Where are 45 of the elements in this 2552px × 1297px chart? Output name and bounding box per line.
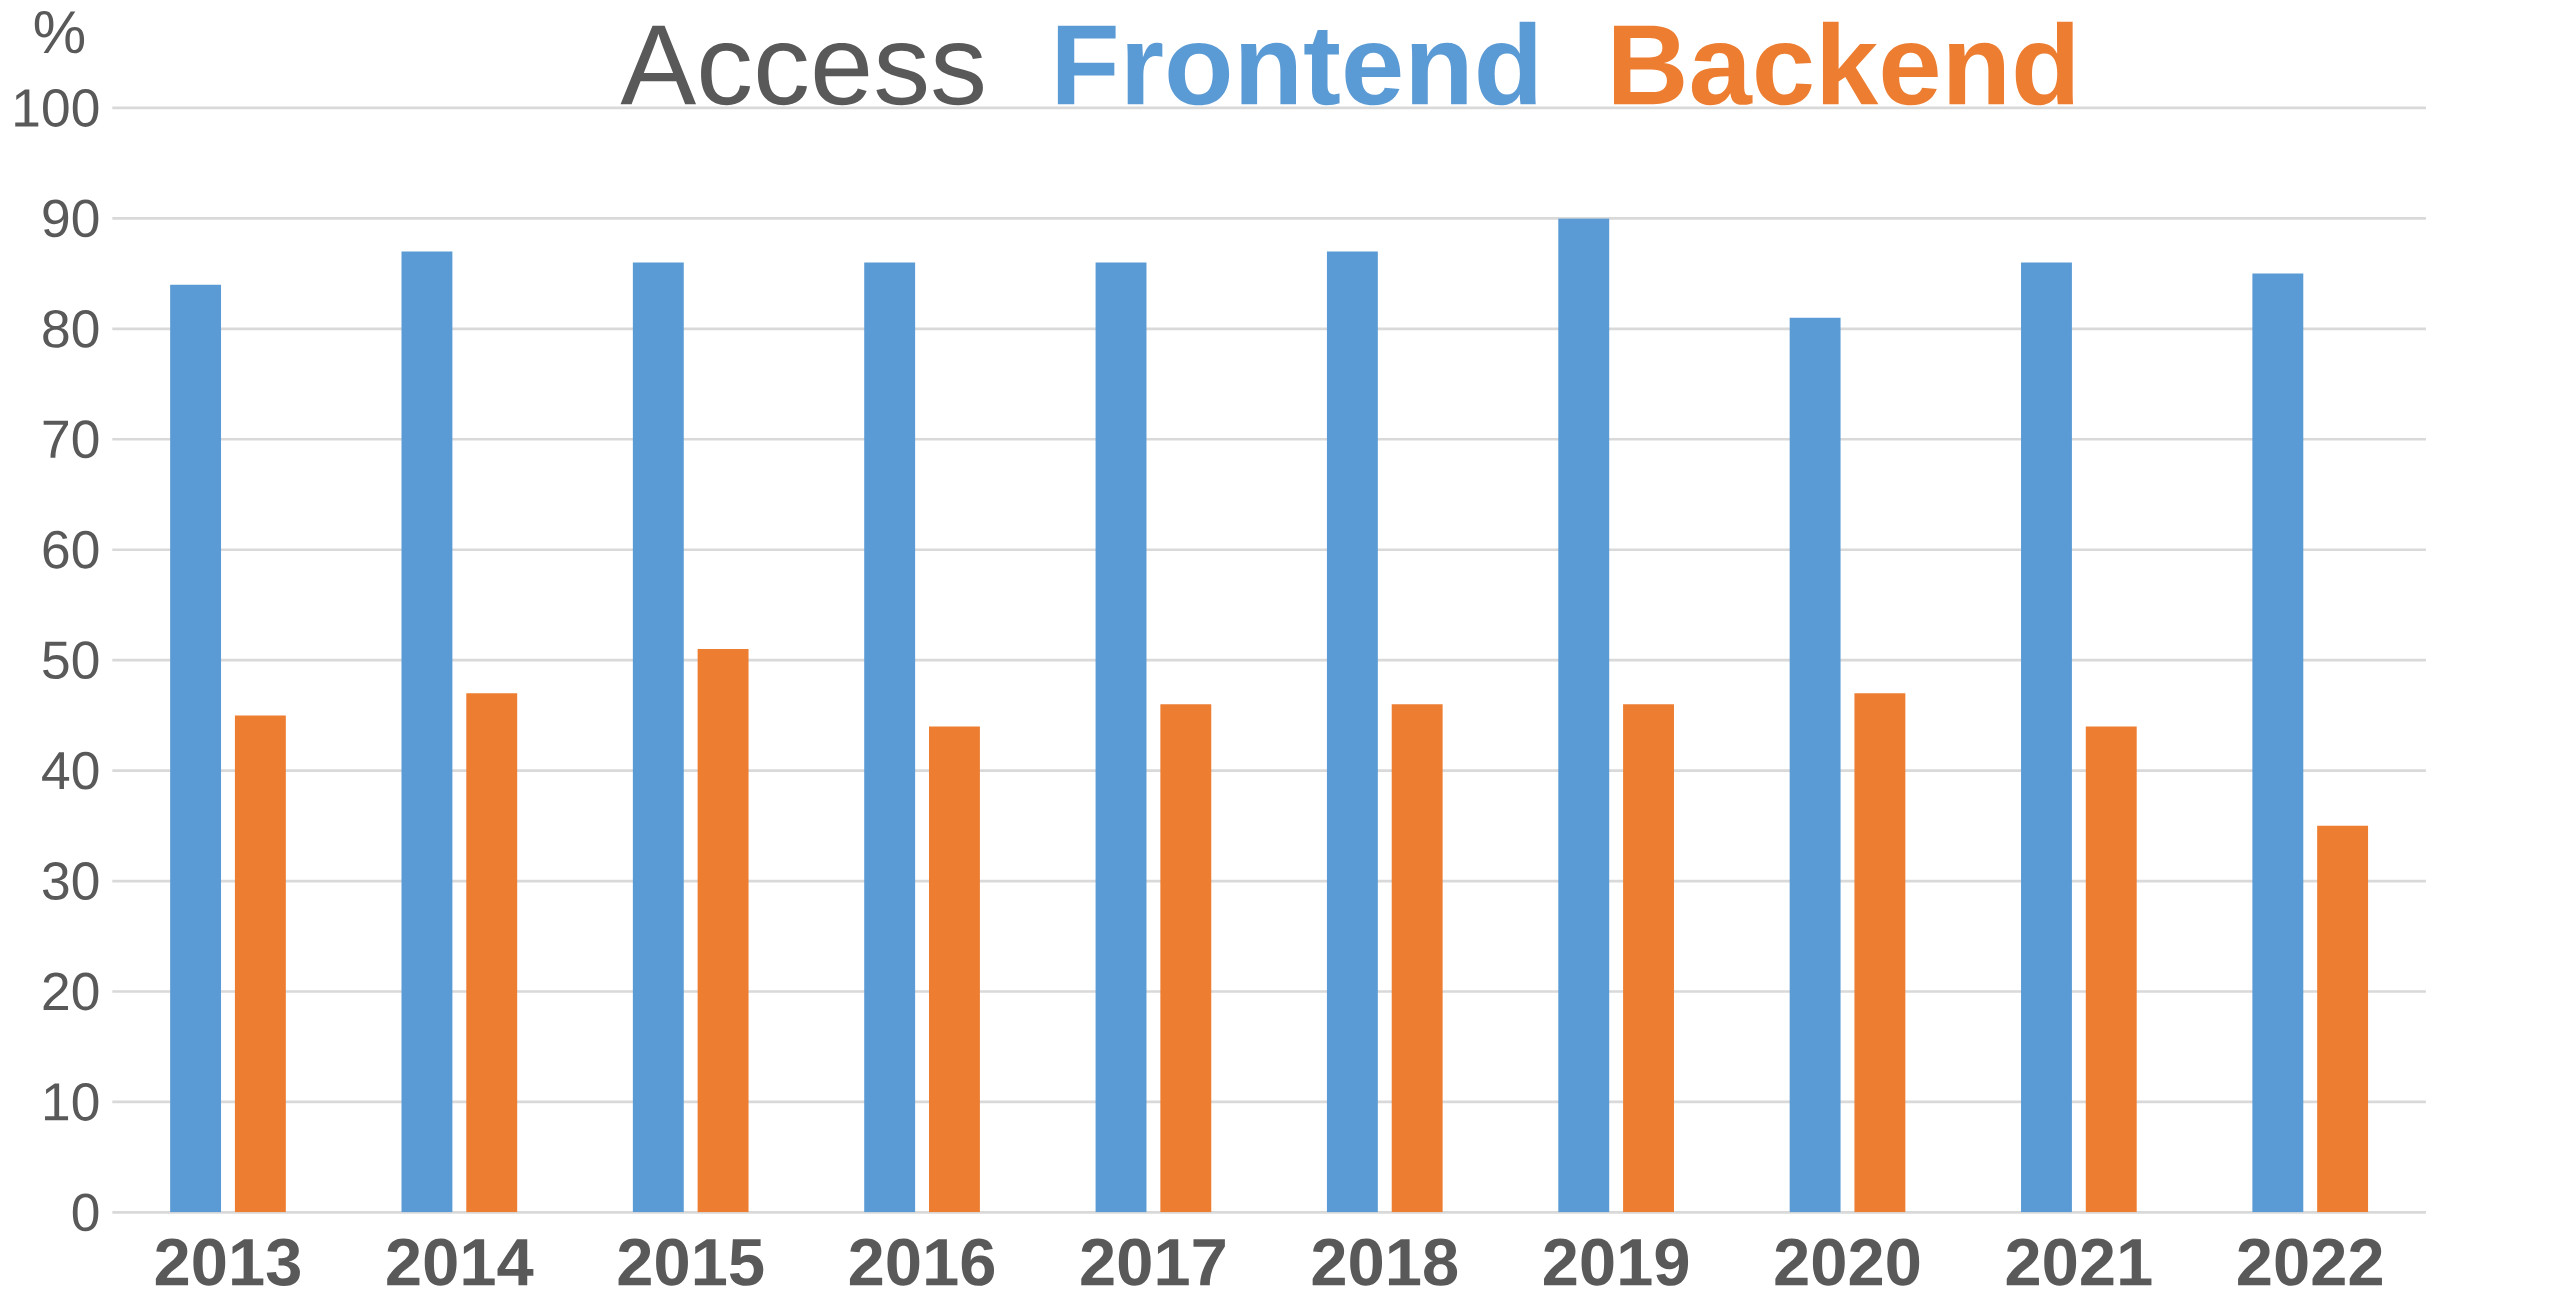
x-tick-label: 2014 — [387, 1238, 534, 1286]
x-tick-label: 2016 — [849, 1238, 995, 1286]
y-tick-label: 0 — [72, 1193, 99, 1232]
y-tick-label: 30 — [42, 862, 99, 900]
y-tick-label: 70 — [43, 420, 99, 459]
bar — [1391, 704, 1443, 1213]
x-tick-label: 2015 — [618, 1238, 764, 1286]
bar — [632, 262, 684, 1213]
bar — [1789, 317, 1841, 1213]
x-tick-label: 2017 — [1081, 1238, 1225, 1286]
bar — [1623, 704, 1674, 1213]
y-tick-label: 50 — [43, 641, 99, 680]
x-tick-label: 2013 — [155, 1238, 300, 1286]
x-tick-label: 2019 — [1544, 1238, 1689, 1286]
bar — [1854, 693, 1906, 1213]
y-tick-label: 90 — [43, 199, 99, 238]
bar — [1160, 704, 1212, 1213]
y-tick-label: 40 — [42, 751, 99, 790]
bar — [234, 715, 286, 1213]
y-tick-label: 10 — [45, 1082, 99, 1121]
bar — [2252, 273, 2304, 1213]
bar — [1095, 262, 1147, 1213]
y-tick-label: 80 — [43, 309, 99, 348]
bar — [1326, 251, 1378, 1213]
bar — [2021, 262, 2072, 1213]
chart-title: Access — [620, 25, 983, 106]
bar — [401, 251, 453, 1213]
y-axis-title: % — [34, 11, 85, 54]
x-tick-label: 2020 — [1775, 1238, 1920, 1286]
bar — [929, 726, 980, 1213]
x-tick-label: 2018 — [1312, 1238, 1458, 1286]
bar — [1558, 218, 1610, 1213]
bar — [466, 693, 518, 1213]
y-tick-label: 60 — [43, 530, 99, 569]
bar — [864, 262, 916, 1213]
bar — [2317, 825, 2369, 1213]
series-label: Frontend — [1057, 21, 1536, 106]
text: Backend — [1614, 21, 2074, 106]
bar — [2085, 726, 2137, 1213]
y-tick-label: 100 — [15, 88, 99, 127]
x-tick-label: 2022 — [2238, 1238, 2382, 1286]
x-tick-label: 2021 — [2006, 1238, 2152, 1286]
y-tick-label: 20 — [43, 972, 99, 1011]
bar — [170, 284, 222, 1213]
bar — [697, 649, 749, 1213]
